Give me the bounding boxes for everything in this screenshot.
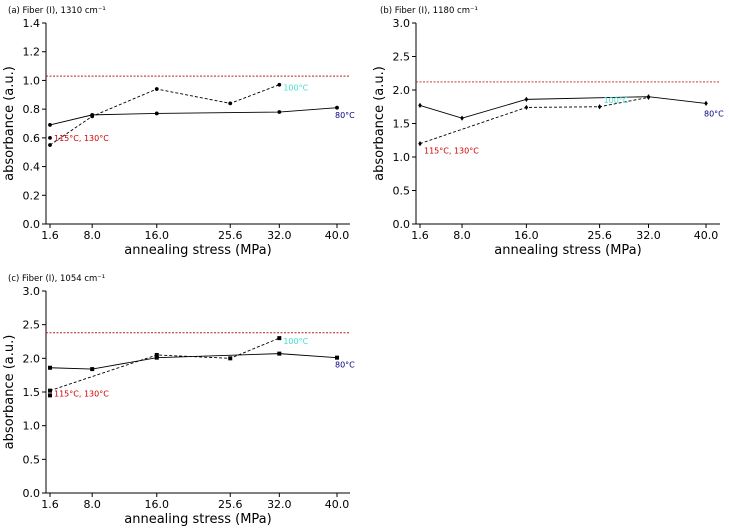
data-point (154, 111, 159, 116)
chart-title: (c) Fiber (I), 1054 cm⁻¹ (8, 274, 105, 284)
y-axis-label: absorbance (a.u.) (372, 66, 387, 181)
y-tick-label: 1.0 (393, 151, 411, 164)
data-point (228, 101, 233, 106)
x-tick-label: 40.0 (325, 498, 350, 511)
data-point (277, 82, 282, 87)
y-tick-label: 0.5 (393, 185, 411, 198)
x-axis-label: annealing stress (MPa) (124, 243, 271, 258)
y-tick-label: 1.5 (393, 118, 411, 131)
x-tick-label: 16.0 (145, 229, 170, 242)
x-tick-label: 16.0 (145, 498, 170, 511)
chart-title: (b) Fiber (I), 1180 cm⁻¹ (380, 6, 478, 16)
y-tick-label: 1.4 (23, 17, 41, 30)
data-point (154, 355, 159, 360)
x-tick-label: 16.0 (514, 229, 539, 242)
data-point (277, 110, 282, 114)
data-point (48, 135, 52, 140)
data-point (228, 356, 233, 361)
y-tick-label: 0.5 (23, 453, 41, 466)
data-point (154, 87, 159, 91)
x-tick-label: 1.6 (41, 498, 59, 511)
data-point (335, 105, 339, 110)
data-point (48, 123, 52, 127)
y-tick-label: 2.5 (393, 51, 411, 64)
data-point (48, 143, 52, 147)
x-tick-label: 40.0 (325, 229, 350, 242)
data-point (154, 352, 159, 357)
x-axis-label: annealing stress (MPa) (124, 512, 271, 527)
y-tick-label: 0.6 (23, 132, 41, 145)
y-tick-label: 1.0 (23, 74, 41, 87)
y-tick-label: 1.2 (23, 46, 41, 59)
y-axis-label: absorbance (a.u.) (2, 66, 17, 181)
data-point (418, 102, 422, 109)
y-tick-label: 0.0 (393, 218, 411, 231)
data-point (335, 355, 339, 360)
chart-title: (a) Fiber (I), 1310 cm⁻¹ (8, 6, 106, 16)
x-tick-label: 40.0 (694, 229, 719, 242)
x-tick-label: 1.6 (41, 229, 59, 242)
y-tick-label: 0.4 (23, 161, 41, 174)
y-tick-label: 1.0 (23, 420, 41, 433)
data-point (48, 388, 52, 393)
data-point (597, 104, 602, 110)
panel-a: (a) Fiber (I), 1310 cm⁻¹ 0.0 0.2 0.4 0.6 0.8 1… (2, 6, 355, 258)
y-axis-label: absorbance (a.u.) (2, 335, 17, 450)
series-label: 80°C (335, 111, 355, 120)
series-line (419, 96, 649, 145)
series-line (49, 353, 338, 370)
x-tick-label: 1.6 (411, 229, 429, 242)
series-label: 80°C (704, 109, 724, 118)
data-point (48, 365, 52, 370)
data-point (48, 393, 52, 398)
y-tick-label: 0.0 (23, 218, 41, 231)
series-line (49, 337, 280, 392)
y-tick-label: 3.0 (23, 285, 41, 298)
data-point (277, 351, 282, 356)
panel-b: (b) Fiber (I), 1180 cm⁻¹ 0.0 0.5 1.0 1.5 2.0 2… (372, 6, 724, 258)
x-axis-label: annealing stress (MPa) (494, 243, 641, 258)
y-tick-label: 0.0 (23, 487, 41, 500)
series-label: 80°C (335, 360, 355, 369)
series-label: 100°C (283, 337, 308, 346)
data-point (90, 114, 95, 119)
series-label: 115°C, 130°C (424, 147, 479, 156)
series-label: 100°C (604, 96, 629, 105)
series-line (419, 96, 707, 119)
y-tick-label: 2.0 (23, 352, 41, 365)
data-point (646, 94, 651, 100)
data-point (524, 104, 529, 111)
x-tick-label: 32.0 (636, 229, 661, 242)
data-point (460, 115, 464, 121)
panel-c: (c) Fiber (I), 1054 cm⁻¹ 0.0 0.5 1.0 1.5 2.0 2… (2, 274, 355, 527)
x-tick-label: 8.0 (453, 229, 471, 242)
y-tick-label: 0.2 (23, 189, 41, 202)
x-tick-label: 25.6 (218, 229, 243, 242)
x-tick-label: 8.0 (83, 498, 101, 511)
y-tick-label: 1.5 (23, 386, 41, 399)
data-point (277, 336, 282, 341)
x-tick-label: 25.6 (218, 498, 243, 511)
series-label: 115°C, 130°C (54, 389, 109, 398)
y-tick-label: 0.8 (23, 103, 41, 116)
data-point (418, 141, 422, 147)
data-point (524, 96, 529, 102)
series-label: 115°C, 130°C (54, 134, 109, 143)
x-tick-label: 32.0 (267, 229, 292, 242)
x-tick-label: 25.6 (587, 229, 612, 242)
x-tick-label: 32.0 (267, 498, 292, 511)
y-tick-label: 2.5 (23, 319, 41, 332)
y-tick-label: 2.0 (393, 84, 411, 97)
y-tick-label: 3.0 (393, 17, 411, 30)
series-label: 100°C (283, 84, 308, 93)
x-tick-label: 8.0 (83, 229, 101, 242)
data-point (704, 100, 708, 106)
data-point (90, 367, 95, 372)
